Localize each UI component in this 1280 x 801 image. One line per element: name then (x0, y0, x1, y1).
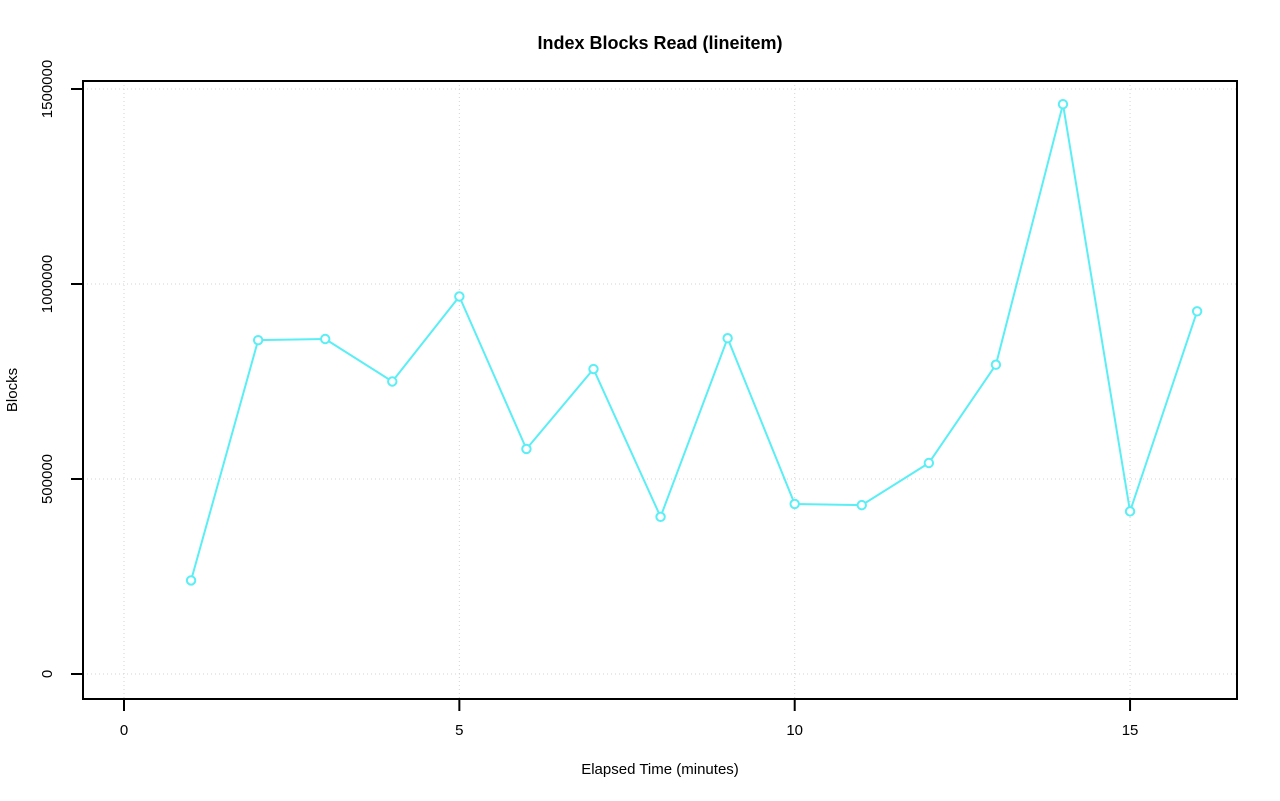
data-point-marker (252, 334, 264, 346)
data-point-marker (1191, 306, 1203, 317)
data-point-marker (923, 457, 935, 469)
x-tick-label: 15 (1122, 722, 1139, 739)
data-point-marker (521, 443, 532, 455)
x-axis-label: Elapsed Time (minutes) (581, 761, 739, 778)
y-tick-label: 1000000 (39, 255, 56, 313)
x-tick-label: 10 (786, 722, 803, 739)
data-point-marker (320, 333, 331, 345)
data-point-marker (185, 575, 197, 586)
data-point-marker (454, 291, 465, 302)
y-tick-label: 500000 (39, 454, 56, 504)
series-line (190, 103, 1199, 582)
data-point-marker (1057, 99, 1069, 110)
x-tick-label: 5 (455, 722, 463, 739)
data-point-marker (856, 499, 867, 511)
y-axis-label: Blocks (4, 368, 21, 412)
x-tick-label: 0 (120, 722, 128, 739)
axis-layer: 0 5 10 15 0 500000 1000000 1500000 (39, 60, 1138, 739)
series-layer (185, 99, 1203, 586)
data-point-marker (588, 363, 599, 375)
chart-title: Index Blocks Read (lineitem) (537, 33, 782, 53)
data-point-marker (990, 359, 1002, 370)
plot-border (82, 80, 1238, 700)
data-point-marker (789, 498, 800, 510)
data-point-marker (387, 376, 398, 387)
grid-layer (83, 81, 1237, 699)
data-point-marker (1124, 506, 1136, 517)
y-tick-label: 0 (39, 670, 56, 678)
y-tick-label: 1500000 (39, 60, 56, 118)
data-point-marker (722, 333, 733, 344)
data-point-marker (655, 511, 666, 523)
